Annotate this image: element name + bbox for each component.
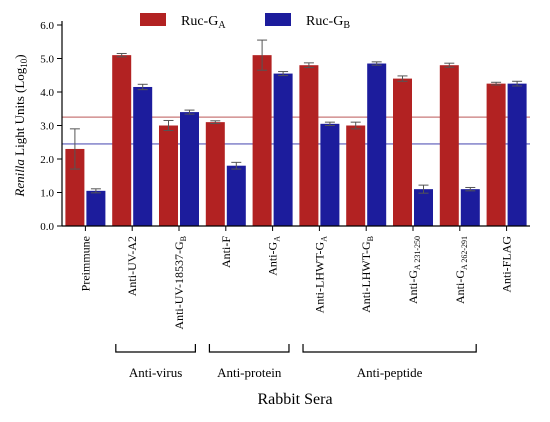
error-bars [69,39,523,194]
y-tick-label: 2.0 [40,154,54,166]
bar-series1-4 [205,122,225,226]
x-tick-label: Anti-LHWT-GA [312,236,328,314]
bar-series2-4 [226,165,246,226]
error-bar-series1-4 [210,120,221,124]
y-tick-label: 1.0 [40,188,54,200]
x-tick-label: Preimmune [78,236,92,291]
error-bar-series2-5 [278,71,289,77]
group-label: Anti-protein [217,365,282,380]
error-bar-series2-4 [231,161,242,170]
x-tick-label: Anti-GA 262-291 [453,236,469,304]
error-bar-series2-3 [184,109,195,115]
error-bar-series1-2 [116,52,127,58]
x-tick-label: Anti-UV-18537-GB [172,236,188,330]
error-bar-series1-9 [444,62,455,68]
y-axis-title: Renilla Light Units (Log10) [12,54,29,197]
bar-series1-8 [393,78,412,226]
legend-swatch [140,13,166,26]
x-tick-label: Anti-GA 231-250 [406,236,422,304]
legend-swatch [265,13,291,26]
error-bar-series2-2 [137,83,148,91]
legend: Ruc-GA Ruc-GB [140,13,350,31]
error-bar-series1-8 [397,75,408,82]
bar-series2-2 [133,86,153,226]
axes [57,21,530,231]
error-bar-series2-7 [371,61,382,66]
bar-series1-7 [346,125,366,226]
error-bar-series2-10 [512,80,523,87]
bar-series1-6 [299,65,319,226]
bar-series1-10 [486,83,506,226]
bar-series2-3 [180,112,199,226]
legend-item-1: Ruc-GA [140,13,226,31]
y-tick-label: 6.0 [40,20,54,32]
error-bar-series1-10 [491,81,502,86]
legend-label: Ruc-GB [306,14,350,31]
bar-series2-8 [414,189,433,226]
reference-lines [62,116,530,145]
group-bracket-2: Anti-protein [208,344,290,380]
x-axis-title: Rabbit Sera [257,391,332,408]
legend-label: Ruc-GA [181,14,226,31]
error-bar-series2-9 [465,186,476,192]
y-tick-label: 3.0 [40,121,54,133]
error-bar-series2-1 [90,188,101,194]
y-tick-label: 0.0 [40,221,54,233]
y-tick-label: 4.0 [40,87,54,99]
y-tick-label: 5.0 [40,54,54,66]
x-tick-labels: Preimmune Anti-UV-A2 Anti-UV-18537-GB Anti-… [78,236,513,330]
x-tick-label: Anti-LHWT-GB [359,236,375,313]
group-label: Anti-virus [129,365,182,380]
error-bar-series2-6 [324,121,335,126]
bar-series2-10 [507,83,527,226]
bars [65,55,527,227]
bar-series1-5 [252,55,272,227]
bar-series1-1 [65,148,85,226]
group-bracket-1: Anti-virus [115,344,196,380]
x-tick-label: Anti-GA [266,236,282,276]
group-label: Anti-peptide [357,365,423,380]
error-bar-series1-7 [350,121,361,130]
bar-series2-5 [273,73,293,226]
error-bar-series1-1 [69,128,80,170]
bar-series2-7 [367,63,387,227]
x-tick-label: Anti-UV-A2 [125,236,139,296]
group-brackets: Anti-virus Anti-protein Anti-peptide [115,344,477,380]
x-tick-label: Anti-FLAG [500,236,514,293]
bar-series1-2 [112,55,132,227]
bar-series2-1 [86,190,106,226]
bar-series1-3 [159,125,178,226]
bar-series1-9 [439,65,459,226]
group-bracket-3: Anti-peptide [302,344,477,380]
error-bar-series1-3 [163,119,174,132]
y-tick-labels: 0.0 1.0 2.0 3.0 4.0 5.0 6.0 [40,20,54,233]
x-tick-label: Anti-F [219,236,233,268]
error-bar-series2-8 [418,184,429,194]
legend-item-2: Ruc-GB [265,13,350,31]
bar-series2-6 [320,123,340,226]
bar-series2-9 [460,189,480,226]
y-axis-label: Renilla Light Units (Log10) [12,54,29,197]
error-bar-series1-5 [257,39,268,71]
error-bar-series1-6 [303,62,314,69]
